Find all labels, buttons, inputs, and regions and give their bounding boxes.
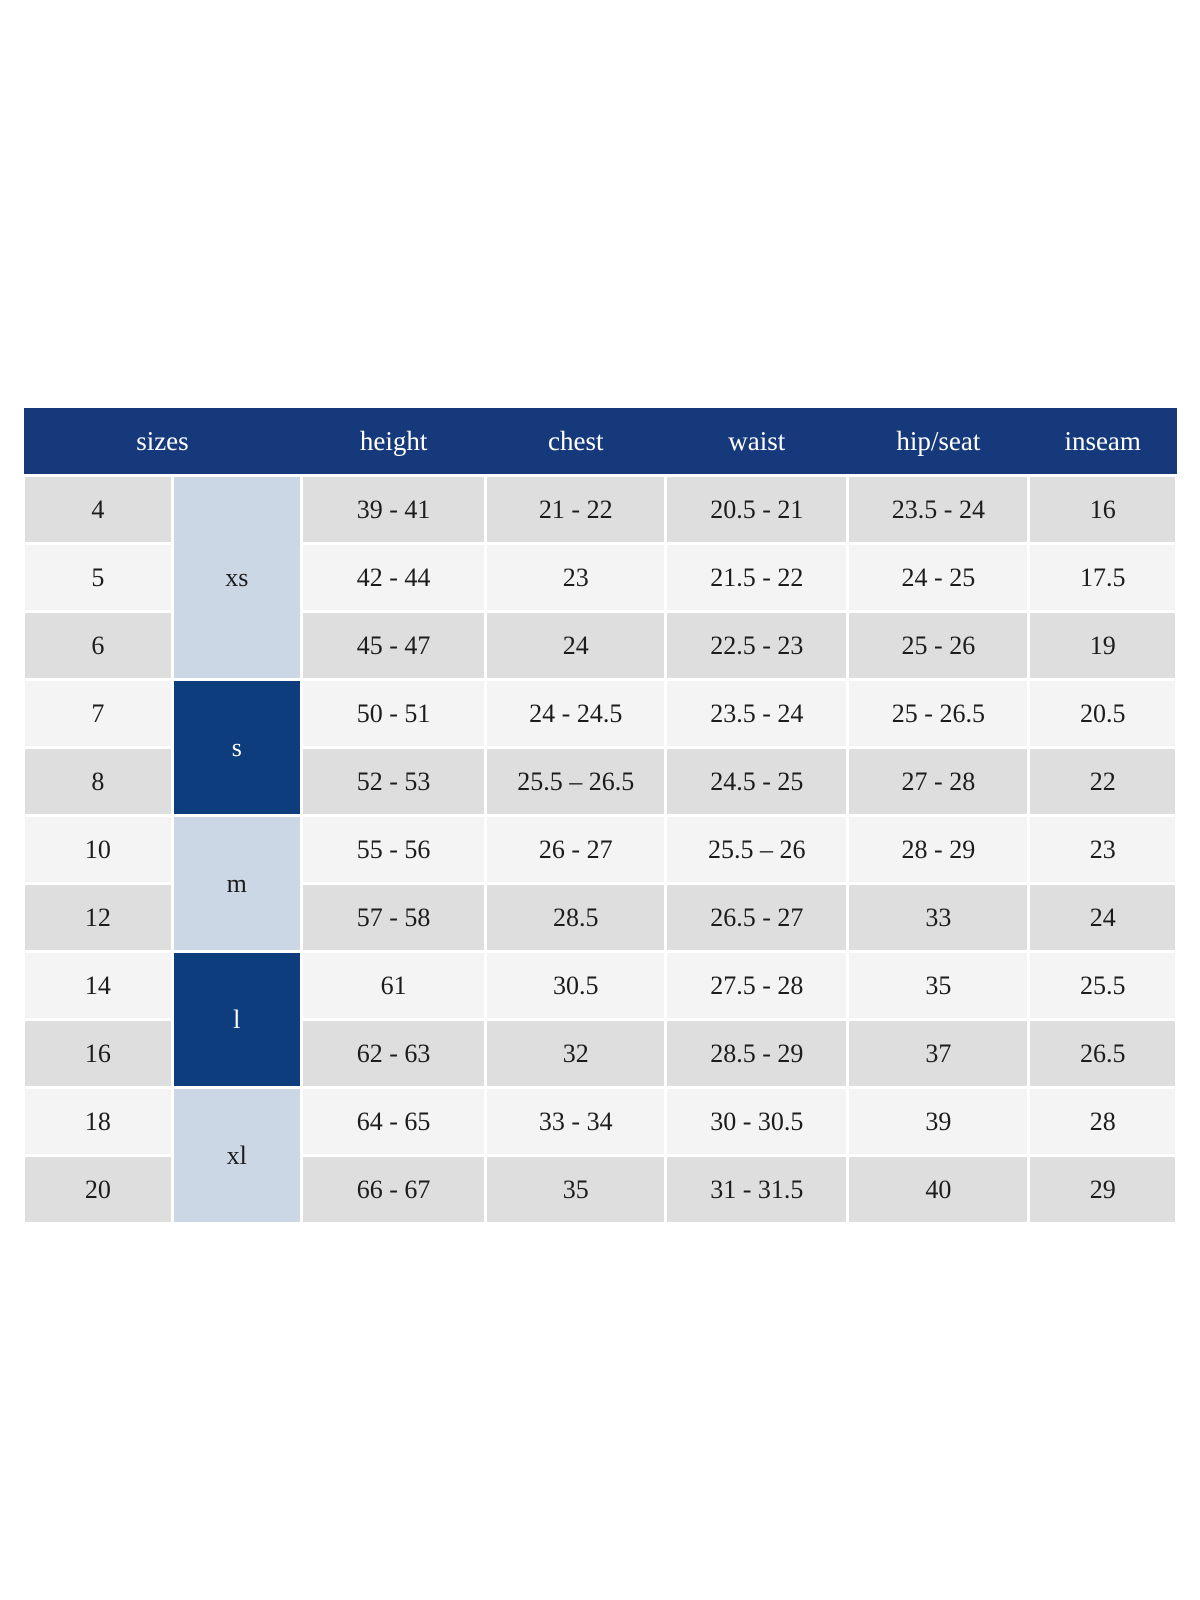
header-sizes: sizes bbox=[23, 408, 302, 476]
size-number-cell: 20 bbox=[22, 1154, 174, 1225]
height-cell: 61 bbox=[299, 950, 488, 1021]
waist-cell: 23.5 - 24 bbox=[664, 678, 850, 749]
table-row-size-4: 4 xs 39 - 41 21 - 22 20.5 - 21 23.5 - 24… bbox=[22, 474, 1178, 681]
height-cell: 42 - 44 bbox=[299, 542, 488, 613]
waist-cell: 24.5 - 25 bbox=[664, 746, 850, 817]
waist-cell: 30 - 30.5 bbox=[664, 1086, 850, 1157]
chest-cell: 24 bbox=[484, 610, 668, 681]
size-number-cell: 14 bbox=[22, 950, 174, 1021]
height-cell: 50 - 51 bbox=[299, 678, 488, 749]
size-number-cell: 4 bbox=[22, 474, 174, 545]
chest-cell: 23 bbox=[484, 542, 668, 613]
hip-seat-cell: 33 bbox=[846, 882, 1031, 953]
inseam-cell: 16 bbox=[1027, 474, 1178, 545]
table-row-size-12: 12 57 - 58 28.5 26.5 - 27 33 24 bbox=[22, 882, 1178, 953]
chest-cell: 32 bbox=[484, 1018, 668, 1089]
height-cell: 39 - 41 bbox=[299, 474, 488, 545]
size-number-cell: 10 bbox=[22, 814, 174, 885]
header-height: height bbox=[301, 408, 486, 476]
chest-cell: 26 - 27 bbox=[484, 814, 668, 885]
waist-cell: 22.5 - 23 bbox=[664, 610, 850, 681]
waist-cell: 20.5 - 21 bbox=[664, 474, 850, 545]
hip-seat-cell: 39 bbox=[846, 1086, 1031, 1157]
inseam-cell: 28 bbox=[1027, 1086, 1178, 1157]
height-cell: 66 - 67 bbox=[299, 1154, 488, 1225]
table-row-size-10: 10 m 55 - 56 26 - 27 25.5 – 26 28 - 29 2… bbox=[22, 814, 1178, 953]
size-group-s: s bbox=[170, 678, 303, 817]
chest-cell: 25.5 – 26.5 bbox=[484, 746, 668, 817]
height-cell: 52 - 53 bbox=[299, 746, 488, 817]
height-cell: 55 - 56 bbox=[299, 814, 488, 885]
size-number-cell: 16 bbox=[22, 1018, 174, 1089]
table-row-size-20: 20 66 - 67 35 31 - 31.5 40 29 bbox=[22, 1154, 1178, 1225]
inseam-cell: 25.5 bbox=[1027, 950, 1178, 1021]
header-waist: waist bbox=[665, 408, 848, 476]
waist-cell: 26.5 - 27 bbox=[664, 882, 850, 953]
chest-cell: 35 bbox=[484, 1154, 668, 1225]
header-inseam: inseam bbox=[1028, 408, 1177, 476]
table-row-size-5: 5 42 - 44 23 21.5 - 22 24 - 25 17.5 bbox=[22, 542, 1178, 613]
size-number-cell: 6 bbox=[22, 610, 174, 681]
table-row-size-7: 7 s 50 - 51 24 - 24.5 23.5 - 24 25 - 26.… bbox=[22, 678, 1178, 817]
inseam-cell: 24 bbox=[1027, 882, 1178, 953]
header-hip-seat: hip/seat bbox=[847, 408, 1029, 476]
inseam-cell: 29 bbox=[1027, 1154, 1178, 1225]
table-row-size-16: 16 62 - 63 32 28.5 - 29 37 26.5 bbox=[22, 1018, 1178, 1089]
header-row: sizes height chest waist hip/seat inseam bbox=[23, 408, 1177, 476]
hip-seat-cell: 35 bbox=[846, 950, 1031, 1021]
table-row-size-6: 6 45 - 47 24 22.5 - 23 25 - 26 19 bbox=[22, 610, 1178, 681]
height-cell: 64 - 65 bbox=[299, 1086, 488, 1157]
inseam-cell: 23 bbox=[1027, 814, 1178, 885]
inseam-cell: 22 bbox=[1027, 746, 1178, 817]
hip-seat-cell: 27 - 28 bbox=[846, 746, 1031, 817]
size-number-cell: 18 bbox=[22, 1086, 174, 1157]
waist-cell: 21.5 - 22 bbox=[664, 542, 850, 613]
chest-cell: 24 - 24.5 bbox=[484, 678, 668, 749]
size-number-cell: 12 bbox=[22, 882, 174, 953]
height-cell: 62 - 63 bbox=[299, 1018, 488, 1089]
inseam-cell: 17.5 bbox=[1027, 542, 1178, 613]
size-group-l: l bbox=[170, 950, 303, 1089]
hip-seat-cell: 28 - 29 bbox=[846, 814, 1031, 885]
size-group-xs: xs bbox=[170, 474, 303, 681]
chest-cell: 33 - 34 bbox=[484, 1086, 668, 1157]
table-row-size-8: 8 52 - 53 25.5 – 26.5 24.5 - 25 27 - 28 … bbox=[22, 746, 1178, 817]
height-cell: 57 - 58 bbox=[299, 882, 488, 953]
hip-seat-cell: 37 bbox=[846, 1018, 1031, 1089]
waist-cell: 28.5 - 29 bbox=[664, 1018, 850, 1089]
hip-seat-cell: 24 - 25 bbox=[846, 542, 1031, 613]
chest-cell: 21 - 22 bbox=[484, 474, 668, 545]
inseam-cell: 26.5 bbox=[1027, 1018, 1178, 1089]
table-row-size-14: 14 l 61 30.5 27.5 - 28 35 25.5 bbox=[22, 950, 1178, 1089]
hip-seat-cell: 23.5 - 24 bbox=[846, 474, 1031, 545]
waist-cell: 31 - 31.5 bbox=[664, 1154, 850, 1225]
hip-seat-cell: 25 - 26 bbox=[846, 610, 1031, 681]
inseam-cell: 20.5 bbox=[1027, 678, 1178, 749]
waist-cell: 27.5 - 28 bbox=[664, 950, 850, 1021]
size-group-xl: xl bbox=[170, 1086, 303, 1225]
header-chest: chest bbox=[485, 408, 666, 476]
chest-cell: 28.5 bbox=[484, 882, 668, 953]
size-chart-table: sizes height chest waist hip/seat inseam… bbox=[22, 408, 1178, 1225]
waist-cell: 25.5 – 26 bbox=[664, 814, 850, 885]
size-number-cell: 8 bbox=[22, 746, 174, 817]
chest-cell: 30.5 bbox=[484, 950, 668, 1021]
height-cell: 45 - 47 bbox=[299, 610, 488, 681]
hip-seat-cell: 25 - 26.5 bbox=[846, 678, 1031, 749]
size-group-m: m bbox=[170, 814, 303, 953]
hip-seat-cell: 40 bbox=[846, 1154, 1031, 1225]
size-number-cell: 5 bbox=[22, 542, 174, 613]
size-number-cell: 7 bbox=[22, 678, 174, 749]
inseam-cell: 19 bbox=[1027, 610, 1178, 681]
table-row-size-18: 18 xl 64 - 65 33 - 34 30 - 30.5 39 28 bbox=[22, 1086, 1178, 1225]
